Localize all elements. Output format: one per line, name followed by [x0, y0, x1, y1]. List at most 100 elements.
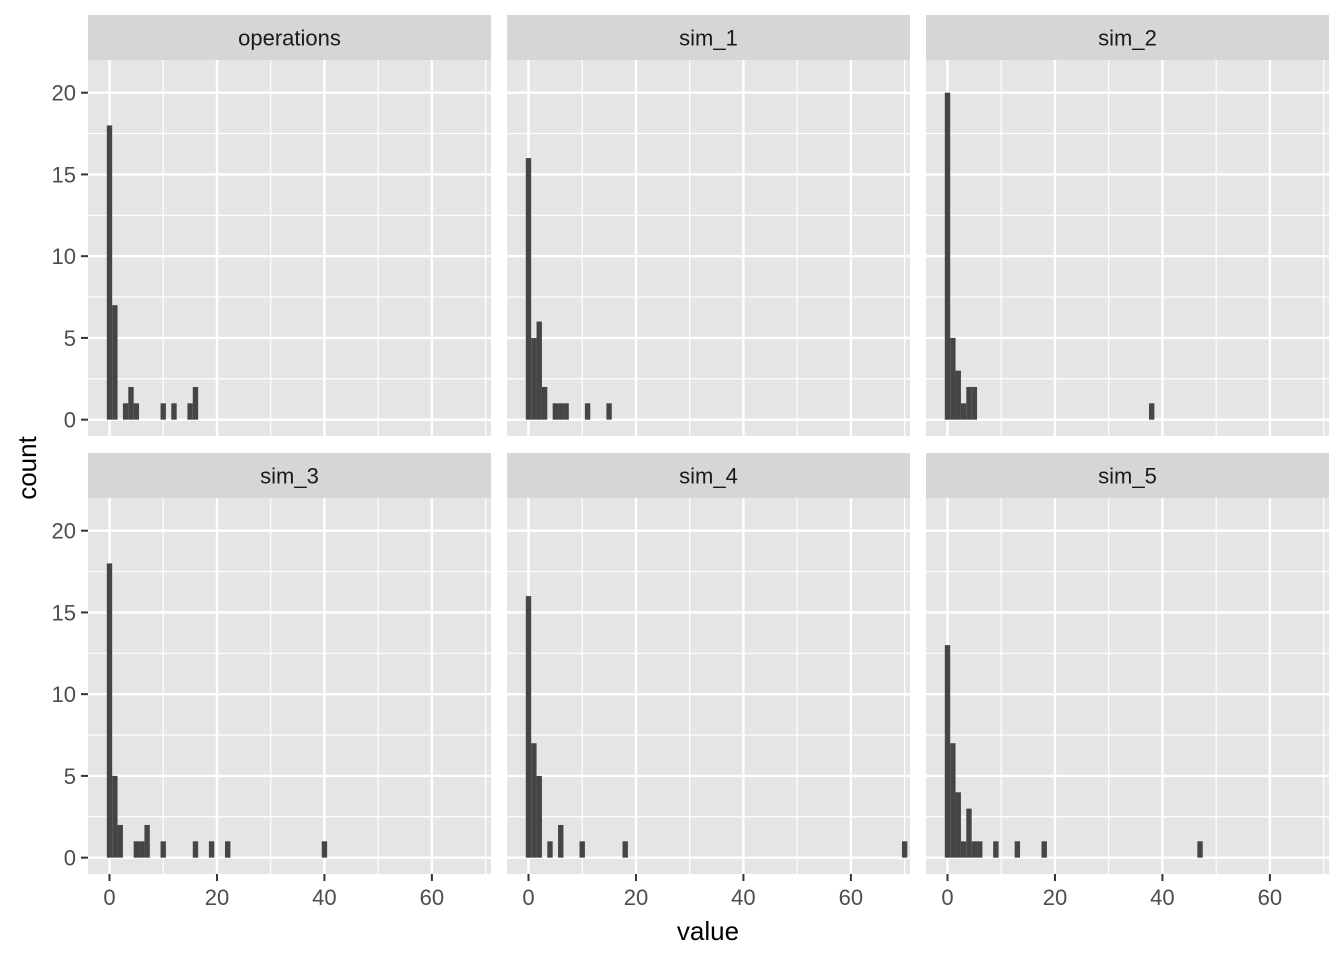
- histogram-bar: [944, 92, 951, 420]
- y-tick-label: 20: [52, 81, 76, 106]
- histogram-bar: [584, 403, 591, 420]
- histogram-bar: [531, 743, 537, 858]
- facet-strip-label: sim_4: [679, 464, 738, 489]
- histogram-bar: [977, 841, 983, 858]
- y-tick-label: 5: [64, 326, 76, 351]
- histogram-bar: [133, 841, 140, 858]
- y-tick-label: 10: [52, 682, 76, 707]
- histogram-bar: [192, 386, 199, 420]
- histogram-bar: [541, 386, 548, 420]
- x-tick-label: 0: [103, 885, 115, 910]
- y-tick-label: 5: [64, 764, 76, 789]
- histogram-bar: [122, 403, 129, 420]
- histogram-bar: [950, 337, 956, 420]
- facet-strip: [507, 15, 910, 60]
- facet-strip-label: sim_3: [260, 464, 319, 489]
- histogram-bar: [112, 305, 118, 420]
- histogram-bar: [563, 403, 569, 420]
- y-tick-label: 0: [64, 408, 76, 433]
- histogram-bar: [993, 841, 999, 858]
- histogram-bar: [187, 403, 193, 420]
- x-tick-label: 20: [624, 885, 648, 910]
- y-tick-label: 20: [52, 519, 76, 544]
- y-axis-title: count: [12, 435, 42, 499]
- facet-strip-label: operations: [238, 26, 341, 51]
- histogram-bar: [1014, 841, 1021, 858]
- histogram-bar: [139, 841, 145, 858]
- histogram-bar: [117, 824, 123, 858]
- x-tick-label: 60: [420, 885, 444, 910]
- histogram-bar: [128, 386, 134, 420]
- histogram-bar: [160, 403, 166, 420]
- panel-background: [507, 60, 910, 436]
- facet-strip: [926, 15, 1329, 60]
- facet-strip-label: sim_2: [1098, 26, 1157, 51]
- x-tick-label: 60: [1258, 885, 1282, 910]
- x-tick-label: 0: [522, 885, 534, 910]
- x-axis-title: value: [677, 916, 739, 946]
- histogram-bar: [971, 386, 978, 420]
- histogram-bar: [525, 158, 532, 420]
- histogram-bar: [225, 841, 231, 858]
- histogram-bar: [558, 403, 564, 420]
- histogram-bar: [160, 841, 166, 858]
- histogram-bar: [525, 596, 532, 858]
- histogram-bar: [171, 403, 177, 420]
- histogram-bar: [955, 370, 961, 420]
- histogram-bar: [106, 563, 113, 858]
- facet-sim_5: sim_5 0 20 40 60: [926, 453, 1329, 910]
- histogram-bar: [1197, 841, 1203, 858]
- panel-background: [926, 60, 1329, 436]
- facet-strip: [88, 15, 491, 60]
- histogram-bar: [606, 403, 612, 420]
- histogram-bar: [955, 792, 961, 858]
- x-tick-label: 20: [205, 885, 229, 910]
- y-tick-label: 15: [52, 162, 76, 187]
- histogram-bar: [558, 824, 564, 858]
- histogram-bar: [208, 841, 215, 858]
- histogram-bar: [960, 841, 967, 858]
- facet-strip-label: sim_1: [679, 26, 738, 51]
- facet-sim_3: sim_3 0 5 10 15 20 0 20 40 60: [52, 453, 491, 910]
- facet-operations: operations 0 5 10 15 20: [52, 15, 491, 436]
- panel-background: [88, 60, 491, 436]
- histogram-bar: [966, 808, 972, 858]
- histogram-bar: [901, 841, 908, 858]
- x-tick-label: 0: [941, 885, 953, 910]
- histogram-bar: [1041, 841, 1047, 858]
- histogram-bar: [192, 841, 199, 858]
- x-tick-label: 40: [312, 885, 336, 910]
- y-tick-label: 15: [52, 600, 76, 625]
- facet-sim_1: sim_1: [507, 15, 910, 436]
- facet-sim_2: sim_2: [926, 15, 1329, 436]
- histogram-bar: [321, 841, 328, 858]
- facet-strip: [926, 453, 1329, 498]
- histogram-bar: [547, 841, 553, 858]
- histogram-bar: [971, 841, 978, 858]
- facet-strip: [507, 453, 910, 498]
- panel-background: [88, 498, 491, 874]
- x-tick-label: 40: [1150, 885, 1174, 910]
- histogram-bar: [552, 403, 559, 420]
- histogram-bar: [531, 337, 537, 420]
- facet-panels: operations 0 5 10 15 20 sim_1 sim_2 sim_3 0 5 10 15 2…: [52, 15, 1329, 910]
- histogram-bar: [133, 403, 140, 420]
- y-tick-label: 0: [64, 846, 76, 871]
- histogram-bar: [960, 403, 967, 420]
- histogram-bar: [112, 775, 118, 858]
- x-tick-label: 20: [1043, 885, 1067, 910]
- histogram-bar: [966, 386, 972, 420]
- panel-background: [926, 498, 1329, 874]
- histogram-bar: [950, 743, 956, 858]
- histogram-bar: [536, 775, 542, 858]
- panel-background: [507, 498, 910, 874]
- histogram-bar: [536, 321, 542, 420]
- histogram-bar: [1148, 403, 1155, 420]
- histogram-bar: [144, 824, 150, 858]
- facet-sim_4: sim_4 0 20 40 60: [507, 453, 910, 910]
- x-tick-label: 60: [839, 885, 863, 910]
- facet-strip: [88, 453, 491, 498]
- y-tick-label: 10: [52, 244, 76, 269]
- x-tick-label: 40: [731, 885, 755, 910]
